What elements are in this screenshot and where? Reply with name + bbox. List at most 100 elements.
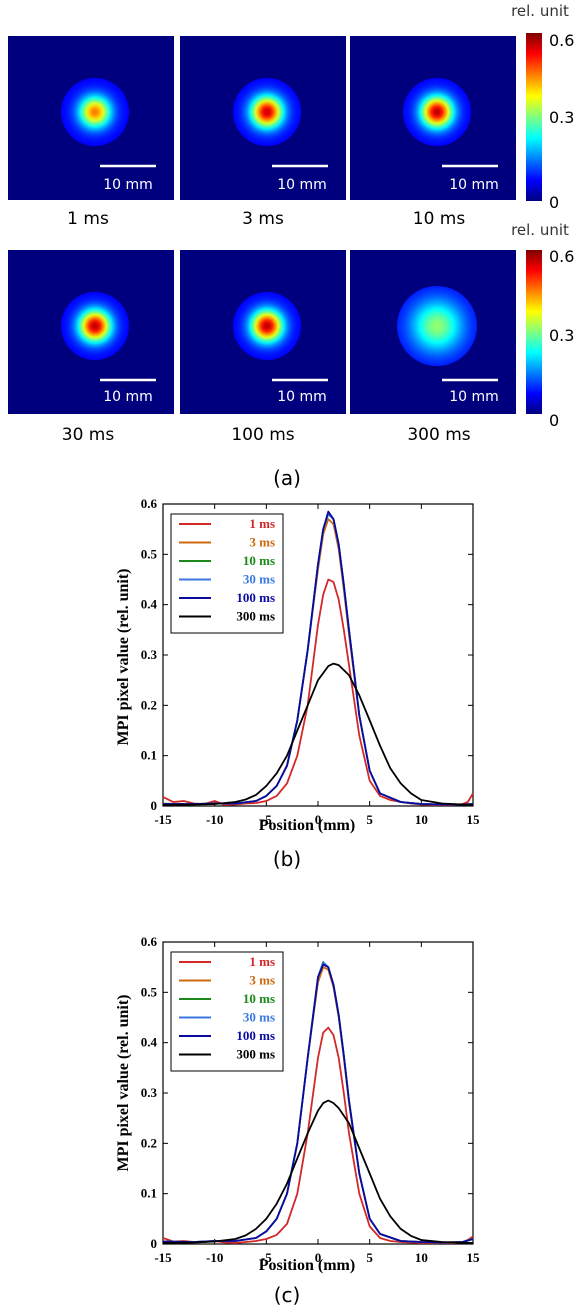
- y-tick-label: 0.1: [141, 748, 157, 763]
- colorbar-unit: rel. unit: [511, 2, 569, 20]
- heatmap-spot: [233, 292, 301, 360]
- series-line: [162, 963, 474, 1244]
- y-tick-label: 0: [151, 1236, 158, 1251]
- x-axis-label: Position (mm): [259, 1257, 355, 1274]
- x-tick-label: 5: [366, 1250, 373, 1265]
- x-tick-label: -10: [206, 1250, 223, 1265]
- colorbar-tick: 0: [549, 193, 559, 212]
- heatmap-spot: [403, 78, 471, 146]
- legend-box: [170, 513, 284, 634]
- line-chart-c: -15 -10 -5 0 5 10 15 0 0.1 0.2 0.3 0.4 0.5 0.6 1 ms 3 …: [115, 934, 480, 1307]
- series-group: [162, 961, 474, 1244]
- x-tick-label: 0: [315, 812, 322, 827]
- y-tick-label: 0.5: [141, 984, 158, 999]
- x-tick-label: -5: [261, 812, 272, 827]
- legend-label: 300 ms: [236, 1047, 275, 1062]
- image-caption: 1 ms: [67, 209, 109, 229]
- image-caption: 10 ms: [413, 209, 466, 229]
- plot-area: -15 -10 -5 0 5 10 15 0 0.1 0.2 0.3 0.4 0.5 0.6: [141, 496, 480, 827]
- series-line: [162, 662, 474, 806]
- x-tick-label: -5: [261, 1250, 272, 1265]
- legend: 1 ms 3 ms 10 ms 30 ms 100 ms 300 ms: [170, 951, 284, 1072]
- y-tick-label: 0.4: [141, 597, 158, 612]
- legend-label: 100 ms: [236, 590, 275, 605]
- series-line: [162, 1026, 474, 1244]
- image-caption: 300 ms: [407, 425, 470, 445]
- colorbar-tick: 0.6: [549, 247, 574, 266]
- colorbar-tick: 0.3: [549, 108, 574, 127]
- heatmap-tile: [8, 250, 174, 414]
- scale-bar-label: 10 mm: [449, 389, 499, 405]
- heatmap-tile: [350, 36, 516, 200]
- legend: 1 ms 3 ms 10 ms 30 ms 100 ms 300 ms: [170, 513, 284, 634]
- panel-label-c: (c): [274, 1283, 301, 1307]
- legend-label: 1 ms: [249, 954, 275, 969]
- x-axis-label: Position (mm): [259, 817, 355, 834]
- heatmap-spot: [61, 78, 129, 146]
- heatmap-tile: [180, 250, 346, 414]
- y-tick-label: 0: [151, 798, 158, 813]
- colorbar-tick: 0.6: [549, 31, 574, 50]
- y-tick-label: 0.3: [141, 1085, 158, 1100]
- y-tick-label: 0.3: [141, 647, 158, 662]
- legend-label: 3 ms: [249, 535, 275, 550]
- legend-label: 3 ms: [249, 973, 275, 988]
- legend-box: [170, 951, 284, 1072]
- colorbar-unit: rel. unit: [511, 221, 569, 239]
- y-tick-label: 0.1: [141, 1186, 157, 1201]
- y-tick-label: 0.6: [141, 934, 158, 949]
- legend-label: 100 ms: [236, 1028, 275, 1043]
- image-caption: 30 ms: [62, 425, 115, 445]
- series-line: [162, 1099, 474, 1244]
- colorbar-tick: 0.3: [549, 326, 574, 345]
- y-tick-label: 0.2: [141, 1135, 157, 1150]
- legend-label: 10 ms: [243, 991, 275, 1006]
- heatmap-spot: [61, 292, 129, 360]
- colorbar-bottom: rel. unit 0.6 0.3 0: [511, 221, 574, 430]
- x-tick-label: -10: [206, 812, 223, 827]
- plot-area: -15 -10 -5 0 5 10 15 0 0.1 0.2 0.3 0.4 0.5 0.6: [141, 934, 480, 1265]
- x-tick-label: 10: [415, 812, 428, 827]
- image-caption: 3 ms: [242, 209, 284, 229]
- y-axis-label: MPI pixel value (rel. unit): [115, 994, 132, 1171]
- x-tick-label: 15: [467, 812, 481, 827]
- x-tick-label: 10: [415, 1250, 428, 1265]
- scale-bar-label: 10 mm: [277, 177, 327, 193]
- x-tick-label: -15: [154, 812, 172, 827]
- colorbar-gradient: [526, 33, 542, 201]
- legend-label: 10 ms: [243, 553, 275, 568]
- series-line: [163, 510, 474, 806]
- heatmap-tile: [8, 36, 174, 200]
- colorbar-gradient: [526, 250, 542, 414]
- legend-label: 300 ms: [236, 609, 275, 624]
- x-tick-label: 15: [467, 1250, 481, 1265]
- series-group: [162, 510, 474, 806]
- x-tick-label: -15: [154, 1250, 172, 1265]
- legend-label: 1 ms: [249, 516, 275, 531]
- scale-bar-label: 10 mm: [277, 389, 327, 405]
- y-tick-label: 0.4: [141, 1035, 158, 1050]
- heatmap-spot: [397, 286, 477, 366]
- image-caption: 100 ms: [231, 425, 294, 445]
- y-tick-label: 0.6: [141, 496, 158, 511]
- scale-bar-label: 10 mm: [103, 177, 153, 193]
- line-chart-b: -15 -10 -5 0 5 10 15 0 0.1 0.2 0.3 0.4 0.5 0.6 1 ms 3 …: [115, 496, 480, 871]
- heatmap-tile: [180, 36, 346, 200]
- panel-label-a: (a): [273, 466, 301, 490]
- heatmap-spot: [233, 78, 301, 146]
- y-tick-label: 0.2: [141, 697, 157, 712]
- x-tick-label: 0: [315, 1250, 322, 1265]
- colorbar-tick: 0: [549, 411, 559, 430]
- y-tick-label: 0.5: [141, 546, 158, 561]
- y-axis-label: MPI pixel value (rel. unit): [115, 568, 132, 745]
- heatmap-tile: [350, 250, 516, 414]
- legend-label: 30 ms: [243, 1010, 275, 1025]
- x-tick-label: 5: [366, 812, 373, 827]
- scale-bar-label: 10 mm: [103, 389, 153, 405]
- panel-label-b: (b): [273, 847, 301, 871]
- scale-bar-label: 10 mm: [449, 177, 499, 193]
- colorbar-top: rel. unit 0.6 0.3 0: [511, 2, 574, 212]
- heatmap-grid: [8, 36, 516, 414]
- legend-label: 30 ms: [243, 572, 275, 587]
